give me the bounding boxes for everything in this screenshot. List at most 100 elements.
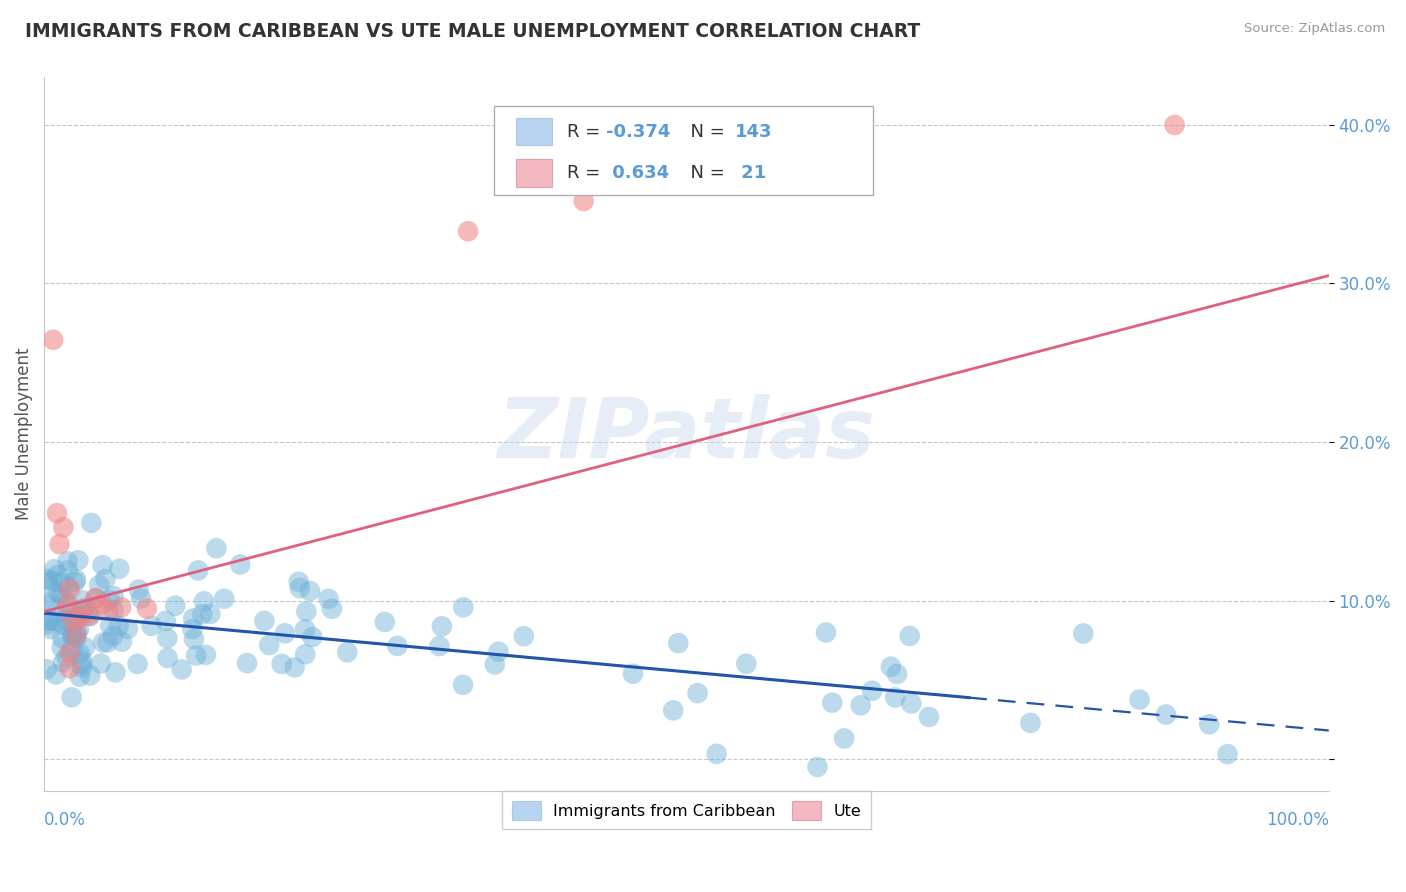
Text: ZIPatlas: ZIPatlas: [498, 393, 876, 475]
Point: [186, 648, 208, 663]
Point: [49, 575, 72, 590]
Point: [283, 660, 305, 674]
Point: [181, 611, 204, 625]
Point: [63, 574, 86, 589]
Point: [111, 634, 134, 648]
Point: [200, 607, 222, 621]
Point: [686, 686, 709, 700]
Point: [183, 632, 205, 647]
Point: [187, 563, 209, 577]
Point: [98, 618, 121, 632]
Point: [884, 690, 907, 705]
Point: [60, 613, 83, 627]
Point: [60, 690, 83, 705]
Point: [90, 657, 112, 671]
Point: [55, 650, 77, 665]
Point: [735, 657, 758, 671]
Point: [374, 615, 396, 629]
Text: N =: N =: [679, 122, 730, 141]
Point: [821, 696, 844, 710]
Point: [79, 609, 101, 624]
Point: [103, 603, 125, 617]
Point: [270, 657, 292, 671]
Point: [69, 647, 91, 661]
Point: [155, 614, 177, 628]
Point: [59, 645, 82, 659]
Point: [104, 665, 127, 680]
Point: [229, 558, 252, 572]
Point: [37, 572, 59, 586]
Point: [65, 631, 87, 645]
FancyBboxPatch shape: [494, 106, 873, 195]
Point: [849, 698, 872, 713]
Point: [141, 619, 163, 633]
Point: [84, 591, 107, 606]
Point: [451, 678, 474, 692]
Point: [156, 632, 179, 646]
Point: [65, 628, 87, 642]
Point: [97, 635, 120, 649]
Point: [52, 617, 75, 632]
Point: [666, 636, 689, 650]
Point: [73, 640, 96, 655]
Point: [90, 598, 112, 612]
Point: [387, 639, 409, 653]
Point: [257, 638, 280, 652]
Text: 0.634: 0.634: [606, 164, 669, 182]
Point: [37, 614, 59, 628]
Point: [191, 607, 214, 622]
Point: [1198, 717, 1220, 731]
Point: [165, 599, 187, 613]
Point: [572, 194, 595, 208]
Point: [253, 614, 276, 628]
Point: [886, 667, 908, 681]
Text: IMMIGRANTS FROM CARIBBEAN VS UTE MALE UNEMPLOYMENT CORRELATION CHART: IMMIGRANTS FROM CARIBBEAN VS UTE MALE UN…: [25, 22, 921, 41]
Point: [621, 666, 644, 681]
Text: -0.374: -0.374: [606, 122, 669, 141]
Point: [51, 631, 73, 645]
Point: [67, 553, 90, 567]
Point: [65, 573, 87, 587]
Point: [1216, 747, 1239, 761]
Point: [1154, 707, 1177, 722]
Point: [46, 506, 69, 520]
Point: [46, 585, 69, 599]
Point: [56, 580, 79, 594]
Point: [128, 582, 150, 597]
Point: [1128, 692, 1150, 706]
Point: [56, 554, 79, 568]
Point: [80, 516, 103, 530]
Point: [66, 625, 89, 640]
Y-axis label: Male Unemployment: Male Unemployment: [15, 348, 32, 520]
FancyBboxPatch shape: [516, 118, 551, 145]
Point: [287, 574, 309, 589]
Point: [59, 661, 82, 675]
Point: [44, 562, 66, 576]
Point: [72, 593, 94, 607]
Point: [46, 567, 69, 582]
Point: [484, 657, 506, 672]
Point: [457, 224, 479, 238]
Point: [60, 629, 83, 643]
Point: [814, 625, 837, 640]
Point: [103, 629, 125, 643]
Point: [35, 662, 58, 676]
Point: [41, 622, 63, 636]
Point: [37, 576, 59, 591]
Point: [91, 558, 114, 573]
Point: [77, 608, 100, 623]
Point: [706, 747, 728, 761]
Text: R =: R =: [567, 164, 606, 182]
Point: [860, 683, 883, 698]
Point: [288, 581, 311, 595]
Point: [194, 648, 217, 662]
Point: [62, 641, 84, 656]
Point: [79, 668, 101, 682]
Point: [94, 572, 117, 586]
Text: Source: ZipAtlas.com: Source: ZipAtlas.com: [1244, 22, 1385, 36]
Point: [67, 623, 90, 637]
Point: [35, 617, 58, 632]
Point: [662, 703, 685, 717]
Point: [76, 606, 98, 620]
Point: [69, 670, 91, 684]
